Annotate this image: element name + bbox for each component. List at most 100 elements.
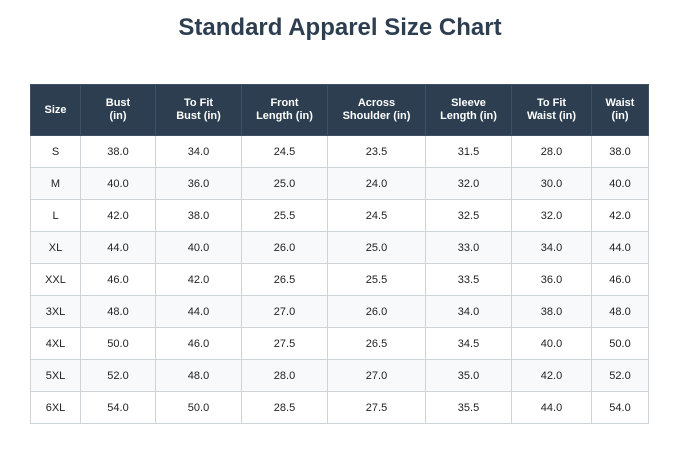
- table-row: 5XL 52.0 48.0 28.0 27.0 35.0 42.0 52.0: [30, 359, 649, 392]
- measure-cell: 40.0: [511, 327, 592, 360]
- measure-cell: 48.0: [155, 359, 242, 392]
- column-header: To Fit Bust (in): [155, 84, 242, 136]
- size-table: Size Bust (in) To Fit Bust (in) Front Length (…: [30, 84, 649, 424]
- measure-cell: 33.0: [425, 231, 512, 264]
- measure-cell: 50.0: [155, 391, 242, 424]
- column-header: Sleeve Length (in): [425, 84, 512, 136]
- header-line: (in): [611, 110, 629, 122]
- header-line: (in): [109, 110, 127, 122]
- header-line: Bust: [105, 97, 131, 109]
- measure-cell: 34.0: [155, 135, 242, 168]
- size-cell: L: [30, 199, 81, 232]
- measure-cell: 35.0: [425, 359, 512, 392]
- size-cell: XL: [30, 231, 81, 264]
- measure-cell: 27.0: [327, 359, 426, 392]
- column-header: Waist (in): [591, 84, 649, 136]
- measure-cell: 38.0: [511, 295, 592, 328]
- measure-cell: 28.5: [241, 391, 328, 424]
- measure-cell: 24.5: [241, 135, 328, 168]
- table-row: S 38.0 34.0 24.5 23.5 31.5 28.0 38.0: [30, 135, 649, 168]
- table-row: 3XL 48.0 44.0 27.0 26.0 34.0 38.0 48.0: [30, 295, 649, 328]
- table-row: XXL 46.0 42.0 26.5 25.5 33.5 36.0 46.0: [30, 263, 649, 296]
- measure-cell: 26.0: [241, 231, 328, 264]
- measure-cell: 27.5: [327, 391, 426, 424]
- measure-cell: 25.0: [327, 231, 426, 264]
- measure-cell: 33.5: [425, 263, 512, 296]
- measure-cell: 34.5: [425, 327, 512, 360]
- measure-cell: 36.0: [155, 167, 242, 200]
- title: Standard Apparel Size Chart: [178, 14, 502, 41]
- measure-cell: 44.0: [80, 231, 156, 264]
- column-header: To Fit Waist (in): [511, 84, 592, 136]
- table-row: M 40.0 36.0 25.0 24.0 32.0 30.0 40.0: [30, 167, 649, 200]
- measure-cell: 52.0: [591, 359, 649, 392]
- measure-cell: 26.5: [241, 263, 328, 296]
- measure-cell: 28.0: [241, 359, 328, 392]
- measure-cell: 23.5: [327, 135, 426, 168]
- header-line: Sleeve: [451, 97, 486, 109]
- size-cell: 3XL: [30, 295, 81, 328]
- measure-cell: 34.0: [511, 231, 592, 264]
- measure-cell: 26.5: [327, 327, 426, 360]
- measure-cell: 48.0: [591, 295, 649, 328]
- header-line: Waist: [605, 97, 635, 109]
- table-body: S 38.0 34.0 24.5 23.5 31.5 28.0 38.0 M 40.0 36.0 25…: [30, 135, 649, 424]
- size-cell: 6XL: [30, 391, 81, 424]
- measure-cell: 40.0: [155, 231, 242, 264]
- measure-cell: 34.0: [425, 295, 512, 328]
- size-cell: M: [30, 167, 81, 200]
- header-line: Length (in): [440, 110, 497, 122]
- header-line: Across: [357, 97, 396, 109]
- measure-cell: 25.5: [241, 199, 328, 232]
- table-row: 4XL 50.0 46.0 27.5 26.5 34.5 40.0 50.0: [30, 327, 649, 360]
- measure-cell: 32.0: [425, 167, 512, 200]
- measure-cell: 38.0: [155, 199, 242, 232]
- measure-cell: 50.0: [80, 327, 156, 360]
- header-row: Size Bust (in) To Fit Bust (in) Front Length (…: [30, 84, 649, 136]
- measure-cell: 28.0: [511, 135, 592, 168]
- header-line: To Fit: [183, 97, 214, 109]
- measure-cell: 42.0: [511, 359, 592, 392]
- measure-cell: 54.0: [591, 391, 649, 424]
- measure-cell: 48.0: [80, 295, 156, 328]
- size-cell: S: [30, 135, 81, 168]
- measure-cell: 42.0: [155, 263, 242, 296]
- header-line: Length (in): [256, 110, 313, 122]
- measure-cell: 50.0: [591, 327, 649, 360]
- size-cell: XXL: [30, 263, 81, 296]
- measure-cell: 44.0: [591, 231, 649, 264]
- header-line: Waist (in): [526, 110, 577, 122]
- header-line: Shoulder (in): [342, 110, 411, 122]
- measure-cell: 52.0: [80, 359, 156, 392]
- measure-cell: 42.0: [80, 199, 156, 232]
- measure-cell: 30.0: [511, 167, 592, 200]
- measure-cell: 32.0: [511, 199, 592, 232]
- measure-cell: 44.0: [155, 295, 242, 328]
- size-cell: 4XL: [30, 327, 81, 360]
- column-header: Front Length (in): [241, 84, 328, 136]
- column-header: Across Shoulder (in): [327, 84, 426, 136]
- header-line: To Fit: [536, 97, 567, 109]
- measure-cell: 40.0: [591, 167, 649, 200]
- table-row: 6XL 54.0 50.0 28.5 27.5 35.5 44.0 54.0: [30, 391, 649, 424]
- measure-cell: 25.5: [327, 263, 426, 296]
- table-row: L 42.0 38.0 25.5 24.5 32.5 32.0 42.0: [30, 199, 649, 232]
- header-line: Front: [270, 97, 299, 109]
- column-header: Size: [30, 84, 81, 136]
- measure-cell: 25.0: [241, 167, 328, 200]
- measure-cell: 26.0: [327, 295, 426, 328]
- measure-cell: 27.5: [241, 327, 328, 360]
- measure-cell: 27.0: [241, 295, 328, 328]
- measure-cell: 46.0: [80, 263, 156, 296]
- measure-cell: 40.0: [80, 167, 156, 200]
- measure-cell: 46.0: [155, 327, 242, 360]
- measure-cell: 38.0: [591, 135, 649, 168]
- measure-cell: 35.5: [425, 391, 512, 424]
- header-line: Size: [44, 103, 67, 116]
- measure-cell: 32.5: [425, 199, 512, 232]
- measure-cell: 24.5: [327, 199, 426, 232]
- measure-cell: 44.0: [511, 391, 592, 424]
- measure-cell: 38.0: [80, 135, 156, 168]
- header-line: Bust (in): [176, 110, 221, 122]
